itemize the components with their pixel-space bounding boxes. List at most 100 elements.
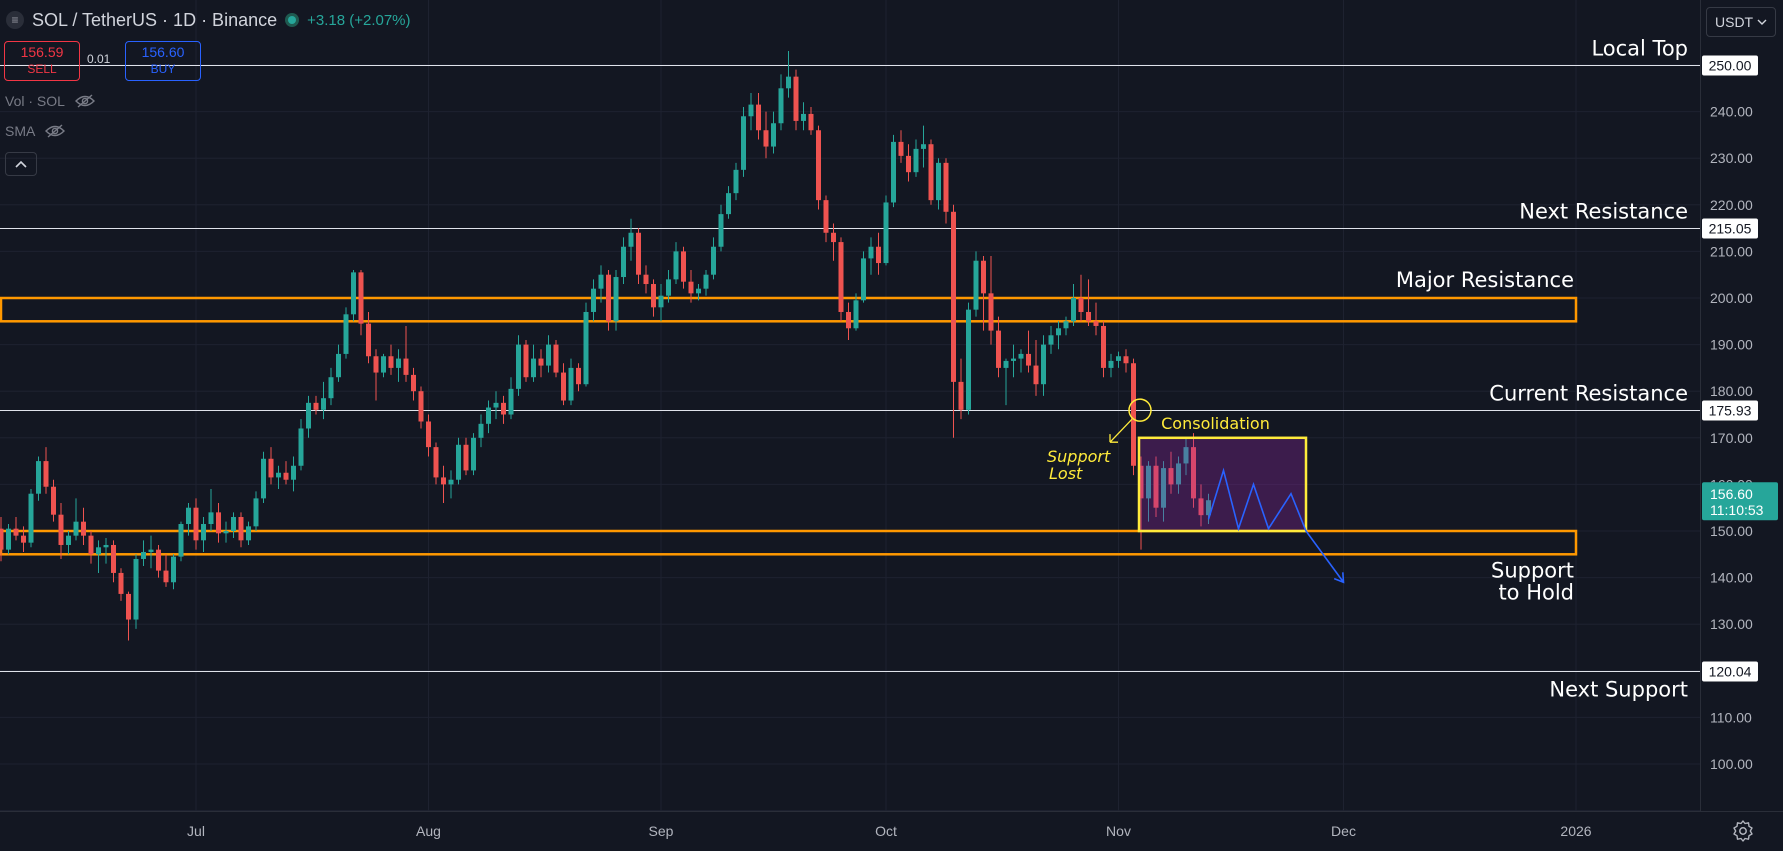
candle-down bbox=[763, 111, 769, 159]
candle-down bbox=[1078, 274, 1084, 322]
candle-body bbox=[298, 428, 304, 466]
candle-up bbox=[6, 524, 11, 555]
candle-body bbox=[28, 493, 34, 543]
candle-body bbox=[853, 300, 859, 329]
candle-body bbox=[591, 288, 596, 312]
candle-body bbox=[1033, 365, 1039, 385]
candle-down bbox=[238, 512, 244, 548]
gear-icon[interactable] bbox=[1732, 820, 1754, 842]
candle-body bbox=[928, 144, 934, 201]
candle-body bbox=[486, 407, 491, 424]
price-change: +3.18 (+2.07%) bbox=[307, 11, 411, 29]
candle-down bbox=[111, 540, 116, 583]
candle-body bbox=[238, 517, 244, 541]
candle-body bbox=[456, 444, 461, 480]
candle-body bbox=[478, 423, 484, 438]
candle-up bbox=[1048, 325, 1054, 354]
candle-down bbox=[688, 270, 694, 303]
price-tick-label: 190.00 bbox=[1710, 337, 1753, 353]
price-tick-label: 100.00 bbox=[1710, 756, 1753, 772]
candle-body bbox=[598, 274, 604, 289]
candle-up bbox=[748, 92, 754, 131]
candle-up bbox=[658, 284, 664, 322]
candle-down bbox=[441, 465, 446, 504]
time-tick-label: Sep bbox=[649, 823, 674, 839]
candle-body bbox=[786, 76, 791, 89]
candle-down bbox=[1198, 484, 1204, 527]
candle-body bbox=[568, 367, 574, 401]
candle-up bbox=[291, 456, 296, 492]
candle-body bbox=[1123, 356, 1129, 364]
candle-down bbox=[268, 447, 274, 485]
eye-off-icon[interactable] bbox=[74, 94, 95, 108]
candle-down bbox=[411, 367, 416, 401]
candle-body bbox=[846, 311, 851, 329]
candle-body bbox=[88, 535, 94, 555]
sell-button[interactable]: 156.59 SELL bbox=[4, 41, 80, 81]
candle-body bbox=[966, 309, 971, 410]
candle-body bbox=[906, 155, 911, 173]
time-tick-label: Dec bbox=[1331, 823, 1356, 839]
indicator-sma[interactable]: SMA bbox=[5, 123, 66, 139]
candle-body bbox=[493, 402, 499, 408]
candle-up bbox=[1003, 358, 1009, 406]
candle-down bbox=[156, 544, 161, 578]
candle-down bbox=[636, 228, 641, 285]
candle-body bbox=[1138, 465, 1144, 499]
candle-body bbox=[1116, 356, 1121, 361]
candle-down bbox=[313, 395, 319, 415]
candle-up bbox=[261, 451, 266, 504]
candle-up bbox=[733, 162, 739, 201]
candle-body bbox=[973, 260, 979, 310]
candle-body bbox=[216, 512, 221, 534]
candle-up bbox=[741, 106, 746, 177]
eye-off-icon[interactable] bbox=[45, 124, 66, 138]
candle-up bbox=[171, 554, 176, 590]
price-tick-label: 140.00 bbox=[1710, 570, 1753, 586]
candle-up bbox=[73, 498, 79, 541]
candle-down bbox=[928, 139, 934, 205]
candle-body bbox=[868, 246, 874, 259]
candle-down bbox=[561, 363, 566, 406]
last-price-box bbox=[1702, 482, 1778, 521]
candle-up bbox=[1056, 321, 1061, 350]
candle-body bbox=[643, 274, 649, 285]
candle-up bbox=[253, 491, 259, 531]
candle-body bbox=[6, 528, 11, 550]
buy-label: BUY bbox=[150, 62, 176, 76]
candle-up bbox=[148, 535, 154, 569]
candle-up bbox=[133, 554, 139, 629]
candle-body bbox=[1101, 325, 1106, 368]
candle-body bbox=[321, 398, 326, 410]
currency-selector[interactable]: USDT bbox=[1706, 7, 1776, 37]
indicator-volume[interactable]: Vol · SOL bbox=[5, 93, 95, 109]
price-tick-label: 130.00 bbox=[1710, 616, 1753, 632]
buy-button[interactable]: 156.60 BUY bbox=[125, 41, 201, 81]
candle-up bbox=[703, 270, 709, 296]
candle-body bbox=[1146, 465, 1151, 499]
candle-down bbox=[831, 223, 836, 261]
buy-price: 156.60 bbox=[141, 44, 185, 60]
price-tick-label: 150.00 bbox=[1710, 523, 1753, 539]
chart-grid bbox=[0, 0, 1700, 812]
candle-up bbox=[1116, 351, 1121, 368]
symbol-title[interactable]: SOL / TetherUS · 1D · Binance bbox=[32, 9, 278, 30]
candle-down bbox=[958, 358, 964, 420]
candle-down bbox=[463, 437, 469, 476]
candle-body bbox=[291, 465, 296, 480]
candle-up bbox=[786, 51, 791, 98]
candle-body bbox=[21, 535, 26, 543]
consolidation-label: Consolidation bbox=[1161, 414, 1270, 433]
candle-up bbox=[321, 381, 326, 420]
candle-down bbox=[823, 195, 829, 243]
candle-body bbox=[816, 130, 821, 201]
collapse-indicators-button[interactable] bbox=[5, 152, 37, 176]
candle-down bbox=[58, 503, 64, 559]
time-tick-label: Nov bbox=[1106, 823, 1131, 839]
candle-up bbox=[396, 349, 401, 382]
support-lost-label: Lost bbox=[1049, 464, 1083, 483]
candle-down bbox=[981, 256, 986, 331]
candle-down bbox=[1093, 302, 1099, 336]
